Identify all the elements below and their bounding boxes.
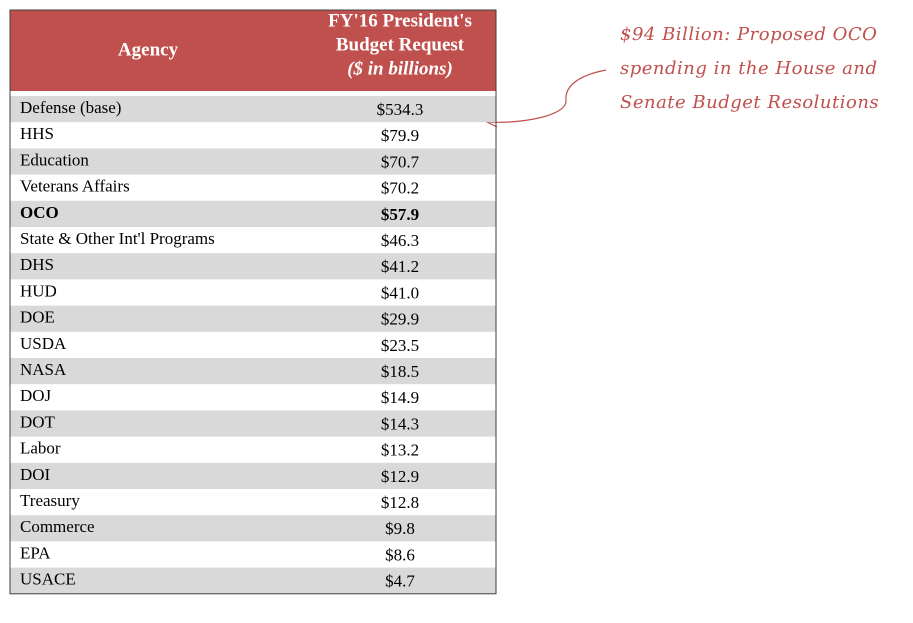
- agency-cell: DHS: [20, 255, 54, 274]
- agency-cell: USDA: [20, 334, 67, 353]
- agency-cell: NASA: [20, 360, 67, 379]
- value-cell: $57.9: [381, 205, 419, 224]
- header-budget: Budget Request: [336, 34, 465, 55]
- value-cell: $29.9: [381, 310, 419, 329]
- value-cell: $79.9: [381, 126, 419, 145]
- value-cell: $70.7: [381, 152, 420, 171]
- header-agency: Agency: [118, 39, 179, 60]
- row-background: [10, 567, 496, 594]
- annotation-arrow: [485, 69, 607, 128]
- value-cell: $8.6: [385, 545, 415, 564]
- agency-cell: State & Other Int'l Programs: [20, 229, 215, 248]
- row-background: [10, 253, 496, 280]
- value-cell: $46.3: [381, 231, 419, 250]
- row-background: [10, 148, 496, 175]
- agency-cell: Commerce: [20, 517, 95, 536]
- table-border: [9, 9, 497, 595]
- value-cell: $41.2: [381, 257, 419, 276]
- row-background: [10, 462, 496, 489]
- agency-cell: DOJ: [20, 386, 52, 405]
- header-budget: ($ in billions): [347, 58, 453, 79]
- value-cell: $4.7: [385, 572, 415, 591]
- agency-cell: Veterans Affairs: [20, 177, 130, 196]
- value-cell: $41.0: [381, 283, 419, 302]
- agency-cell: DOT: [20, 412, 56, 431]
- row-background: [10, 305, 496, 332]
- row-background: [10, 96, 496, 123]
- agency-cell: DOI: [20, 465, 51, 484]
- agency-cell: HHS: [20, 124, 54, 143]
- agency-cell: Education: [20, 150, 89, 169]
- agency-cell: Defense (base): [20, 98, 121, 117]
- row-background: [10, 200, 496, 227]
- agency-cell: Treasury: [20, 491, 80, 510]
- value-cell: $14.9: [381, 388, 419, 407]
- header-background: [10, 10, 496, 91]
- annotation-text: $94 Billion: Proposed OCO: [620, 24, 877, 45]
- agency-cell: OCO: [20, 203, 59, 222]
- header-budget: FY'16 President's: [328, 10, 472, 31]
- agency-cell: DOE: [20, 308, 55, 327]
- annotation-text: Senate Budget Resolutions: [620, 92, 879, 113]
- agency-cell: USACE: [20, 570, 76, 589]
- value-cell: $18.5: [381, 362, 419, 381]
- value-cell: $14.3: [381, 414, 419, 433]
- value-cell: $12.8: [381, 493, 419, 512]
- value-cell: $70.2: [381, 179, 419, 198]
- row-background: [10, 358, 496, 385]
- value-cell: $23.5: [381, 336, 419, 355]
- value-cell: $534.3: [377, 100, 424, 119]
- annotation-text: spending in the House and: [620, 58, 877, 79]
- row-background: [10, 410, 496, 437]
- agency-cell: EPA: [20, 543, 51, 562]
- value-cell: $12.9: [381, 467, 419, 486]
- value-cell: $13.2: [381, 441, 419, 460]
- value-cell: $9.8: [385, 519, 415, 538]
- agency-cell: Labor: [20, 439, 61, 458]
- row-background: [10, 515, 496, 542]
- agency-cell: HUD: [20, 281, 57, 300]
